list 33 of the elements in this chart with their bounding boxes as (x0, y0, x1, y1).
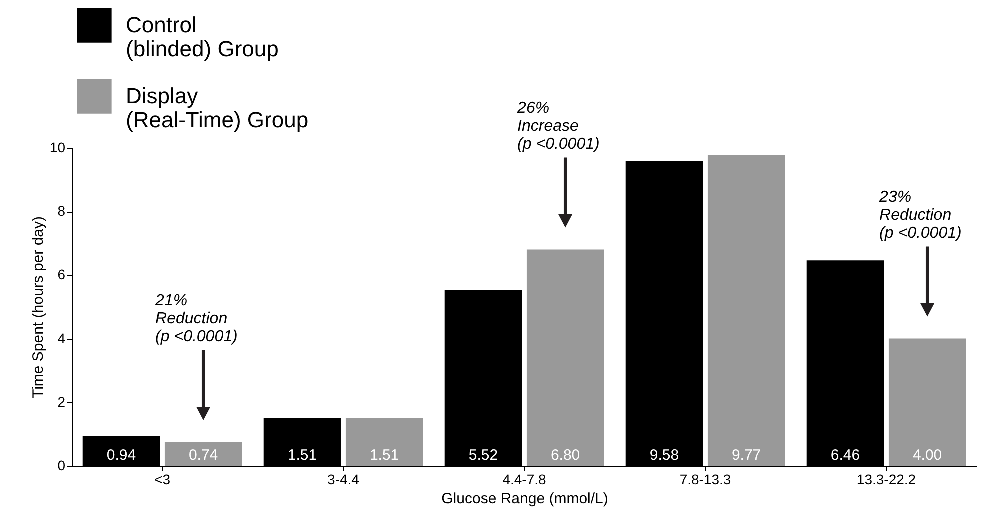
annotation: 21% Reduction (p <0.0001) (154, 292, 238, 346)
annotation: 23% Reduction (p <0.0001) (878, 188, 962, 242)
annotation: 26% Increase (p <0.0001) (516, 100, 600, 153)
data-label: 1.51 (370, 447, 400, 464)
data-label: 9.77 (732, 447, 762, 464)
y-tick-label: 10 (50, 140, 66, 156)
y-tick-label: 0 (58, 458, 66, 474)
legend-label: Display (Real-Time) Group (126, 84, 309, 132)
y-tick-label: 8 (58, 203, 66, 220)
data-label: 6.80 (550, 447, 580, 464)
data-label: 4.00 (912, 447, 942, 464)
x-tick-label: 13.3-22.2 (856, 472, 916, 488)
data-label: 1.51 (288, 447, 318, 464)
x-tick-label: 7.8-13.3 (680, 472, 732, 488)
x-tick-label: <3 (154, 472, 171, 488)
x-axis-title: Glucose Range (mmol/L) (442, 490, 608, 508)
bar (888, 338, 966, 466)
x-tick-label: 3-4.4 (328, 472, 360, 488)
bar (164, 442, 242, 466)
x-tick-label: 4.4-7.8 (502, 472, 547, 488)
data-label: 0.74 (188, 447, 218, 464)
y-tick-label: 2 (58, 394, 66, 410)
bar (708, 155, 786, 466)
y-tick-label: 4 (58, 330, 66, 346)
bar (346, 418, 424, 466)
data-label: 9.58 (650, 447, 680, 464)
y-tick-label: 6 (58, 266, 66, 283)
bar (526, 250, 604, 466)
data-label: 5.52 (468, 447, 498, 464)
data-label: 6.46 (830, 447, 860, 464)
legend-label: Control (blinded) Group (126, 12, 279, 62)
y-axis-title: Time Spent (hours per day) (30, 216, 47, 399)
data-label: 0.94 (106, 447, 136, 464)
